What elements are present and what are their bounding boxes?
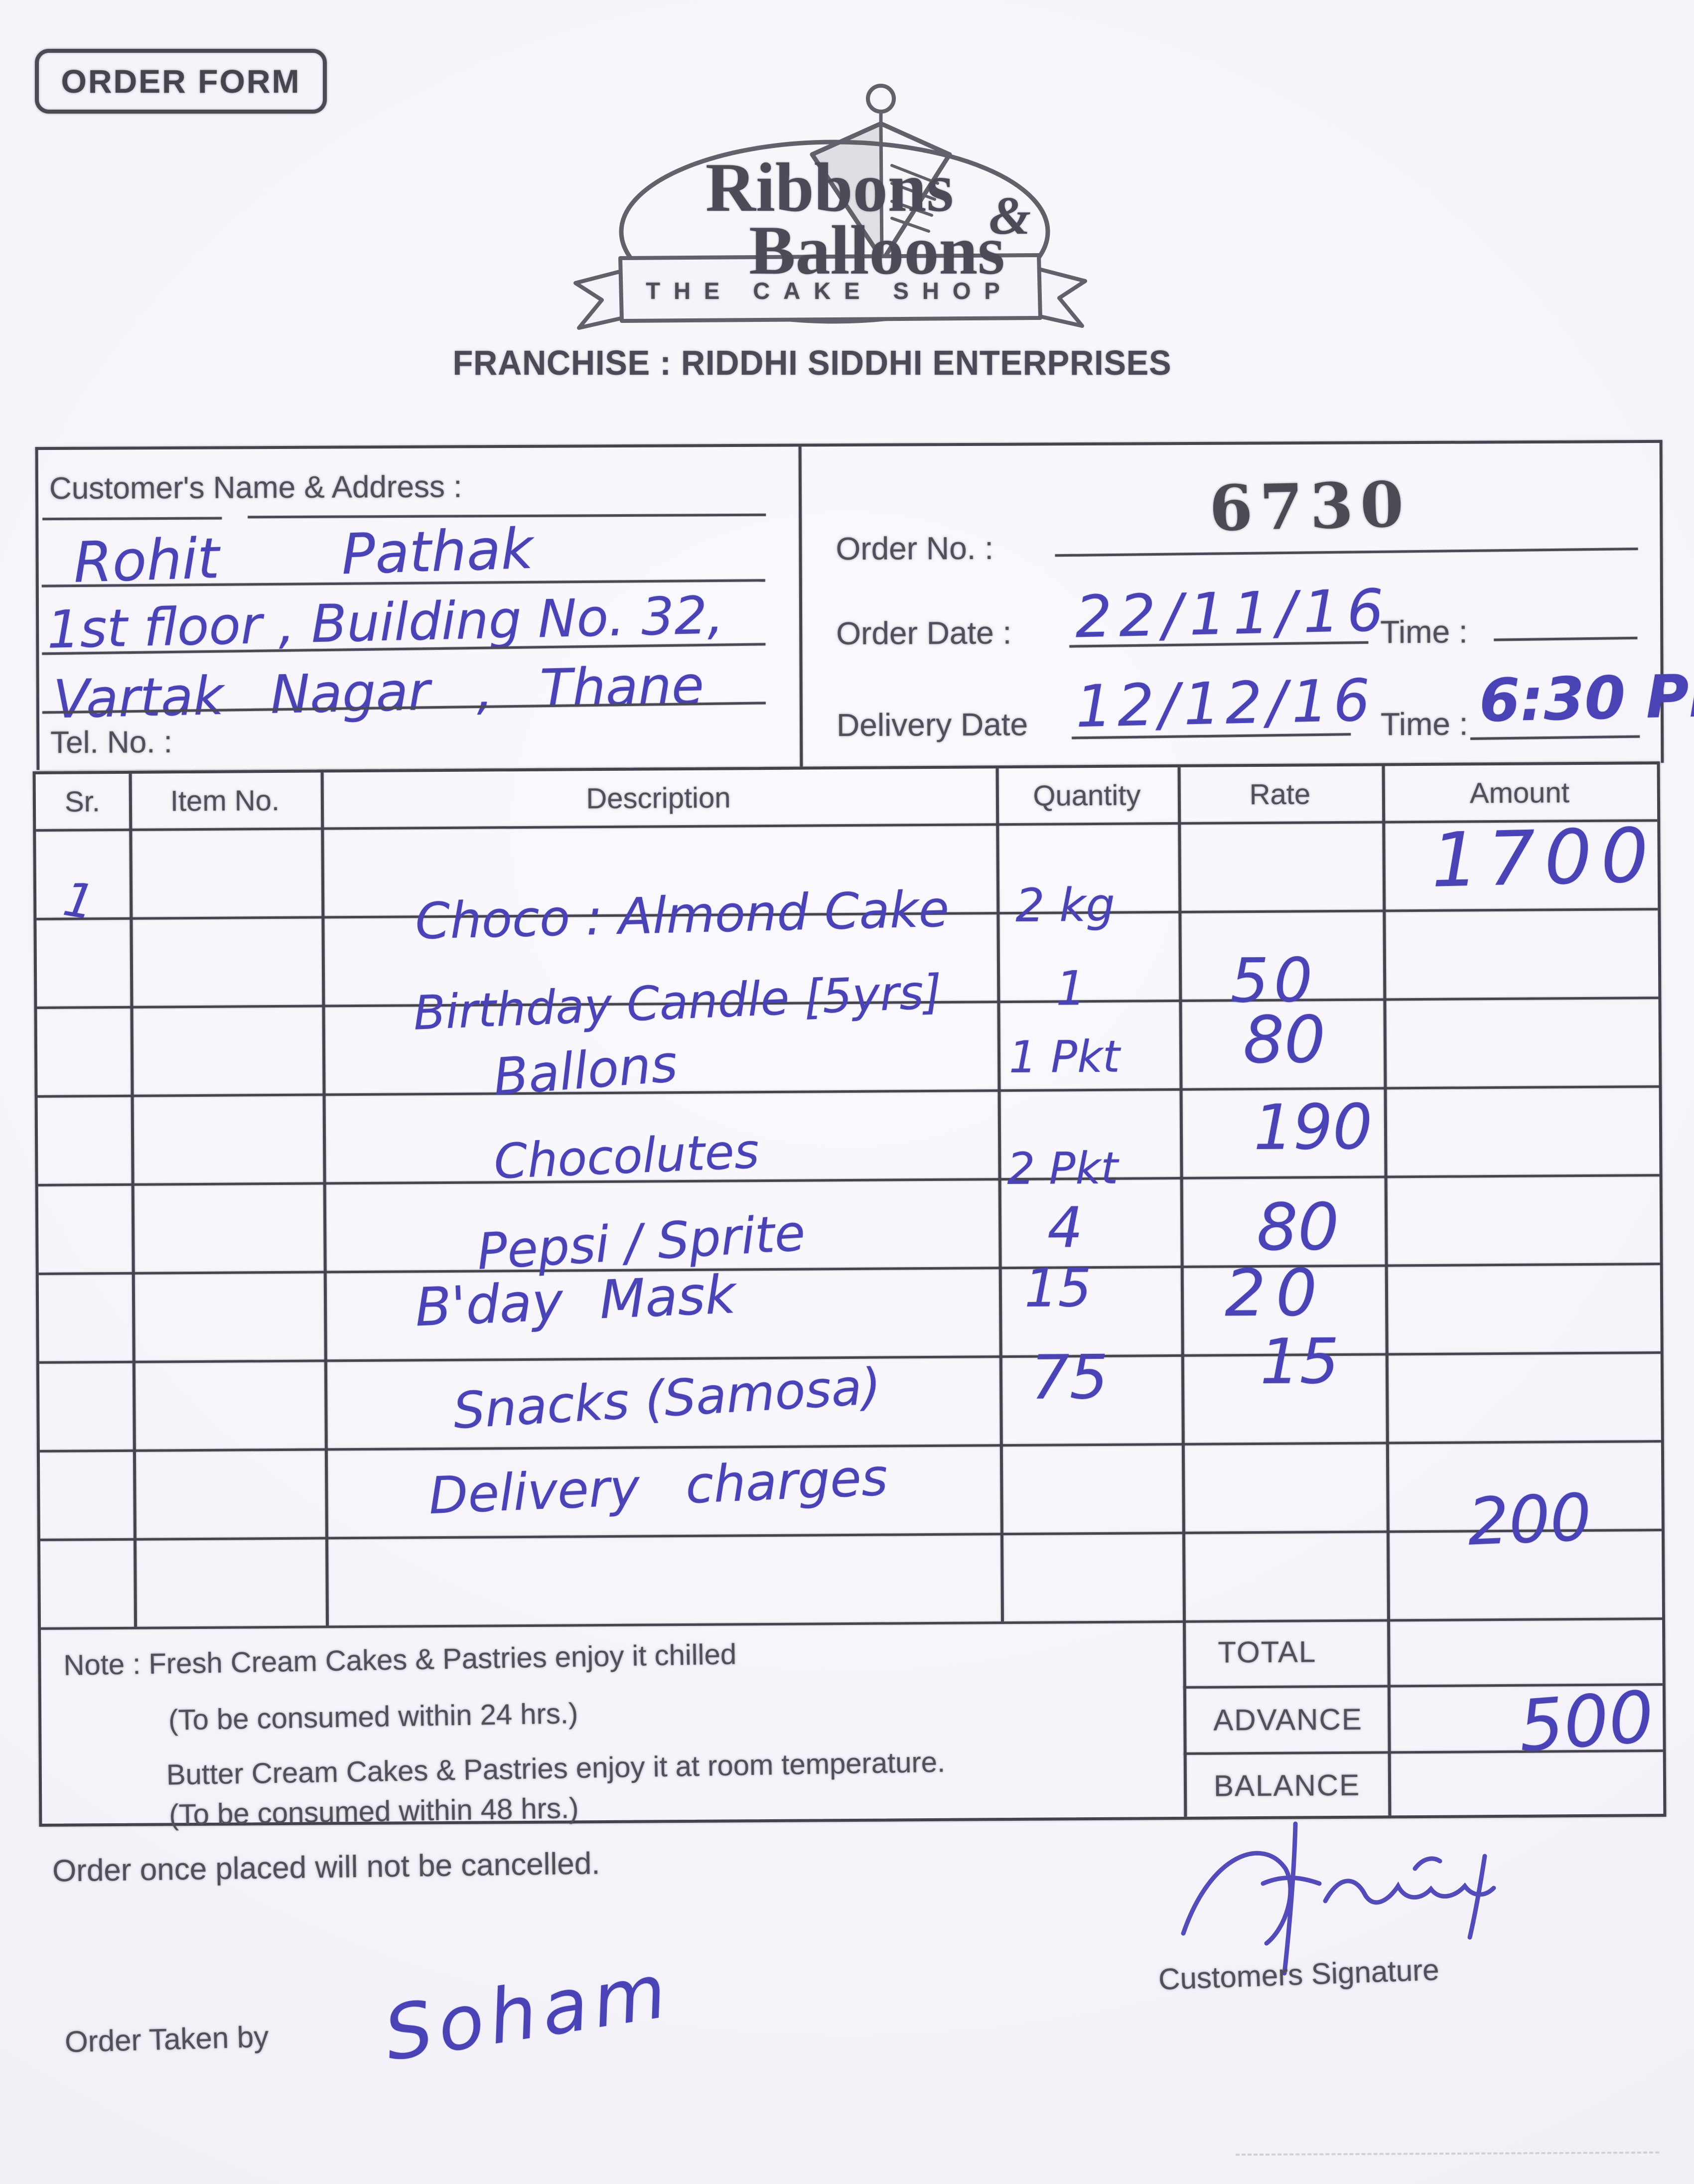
order-form-stamp-box: ORDER FORM [35,49,327,114]
note-line-3: Butter Cream Cakes & Pastries enjoy it a… [166,1746,946,1791]
col-line-item [320,772,329,1626]
col-line-qty [1177,767,1187,1817]
customer-signature-scribble [1181,1821,1496,1976]
customer-address-line2: Vartak Nagar , Thane [52,654,705,730]
header-amount: Amount [1469,776,1570,809]
total-label: TOTAL [1218,1635,1317,1669]
col-line-desc [995,768,1004,1622]
row8-description: Delivery charges [427,1448,889,1526]
row-line-4 [38,1174,1660,1186]
row8-amount: 200 [1466,1479,1593,1560]
row7-quantity: 75 [1030,1341,1109,1413]
header-description: Description [586,781,731,815]
row4-quantity: 2 Pkt [1007,1142,1119,1195]
band-divider-line [798,446,803,767]
note-line-2: (To be consumed within 24 hrs.) [168,1697,578,1737]
header-sr: Sr. [64,785,101,818]
order-taken-by-value: Soham [378,1947,678,2078]
row6-rate: 20 [1224,1255,1327,1331]
customer-name-address-label: Customer's Name & Address : [49,469,462,506]
row4-description: Chocolutes [493,1123,760,1190]
row3-quantity: 1 Pkt [1008,1030,1120,1083]
row1-sr: 1 [59,872,99,931]
scan-artifact-dashes [1235,2151,1660,2156]
ribbons-balloons-logo-icon [573,84,1087,330]
header-quantity: Quantity [1033,778,1141,812]
tel-no-label: Tel. No. : [50,725,172,760]
delivery-time-value: 6:30 PM [1478,660,1694,735]
balance-label: BALANCE [1213,1768,1361,1803]
row-line-8 [40,1529,1662,1541]
row6-description: B'day Mask [414,1264,737,1338]
delivery-date-value: 12/12/16 [1075,667,1376,741]
row5-rate: 80 [1256,1188,1340,1266]
delivery-time-underline [1470,735,1640,740]
row-line-5 [38,1263,1660,1275]
row-line-3 [37,1085,1659,1098]
label-underline-a [42,517,222,521]
order-no-stamp: 6730 [1208,468,1412,546]
brand-ampersand: & [989,186,1031,246]
franchise-line: FRANCHISE : RIDDHI SIDDHI ENTERPRISES [452,343,1172,382]
advance-label: ADVANCE [1213,1702,1363,1737]
row1-quantity: 2 kg [1015,878,1116,932]
brand-name-bottom: Balloons [749,212,1005,289]
row4-rate: 190 [1253,1091,1373,1165]
cancel-note: Order once placed will not be cancelled. [52,1846,600,1889]
row1-amount: 1700 [1430,812,1659,904]
row6-quantity: 15 [1024,1257,1092,1319]
order-date-label: Order Date : [836,614,1012,652]
order-no-label: Order No. : [836,530,994,567]
order-time-underline [1494,636,1638,641]
row2-description: Birthday Candle [5yrs] [412,965,943,1041]
banner-text: THE CAKE SHOP [646,278,1013,304]
brand-name-top: Ribbons [705,149,954,226]
row7-description: Snacks (Samosa) [451,1357,883,1441]
header-rate: Rate [1249,777,1311,811]
advance-value: 500 [1516,1675,1657,1768]
order-taken-by-label: Order Taken by [64,2020,269,2059]
col-line-sr [129,773,138,1627]
order-date-value: 22/11/16 [1074,577,1392,651]
row7-rate: 15 [1260,1325,1340,1398]
row3-rate: 80 [1243,1002,1326,1078]
col-line-rate [1382,766,1392,1816]
row2-quantity: 1 [1055,961,1087,1017]
items-table: Sr. Item No. Description Quantity Rate A… [32,761,1667,1831]
customer-order-band: Customer's Name & Address : Rohit Pathak… [35,439,1694,770]
row3-description: Ballons [491,1034,680,1108]
header-item-no: Item No. [170,784,280,817]
table-bottom-line [41,1617,1663,1630]
row1-description: Choco : Almond Cake [415,879,950,951]
row5-quantity: 4 [1047,1195,1083,1261]
order-no-underline [1055,548,1638,557]
order-time-label: Time : [1380,613,1468,650]
order-form-stamp-label: ORDER FORM [61,63,301,100]
note-line-1: Note : Fresh Cream Cakes & Pastries enjo… [63,1638,737,1682]
delivery-time-label: Time : [1380,706,1468,742]
delivery-date-label: Delivery Date [836,706,1028,743]
note-line-4: (To be consumed within 48 hrs.) [168,1792,579,1831]
